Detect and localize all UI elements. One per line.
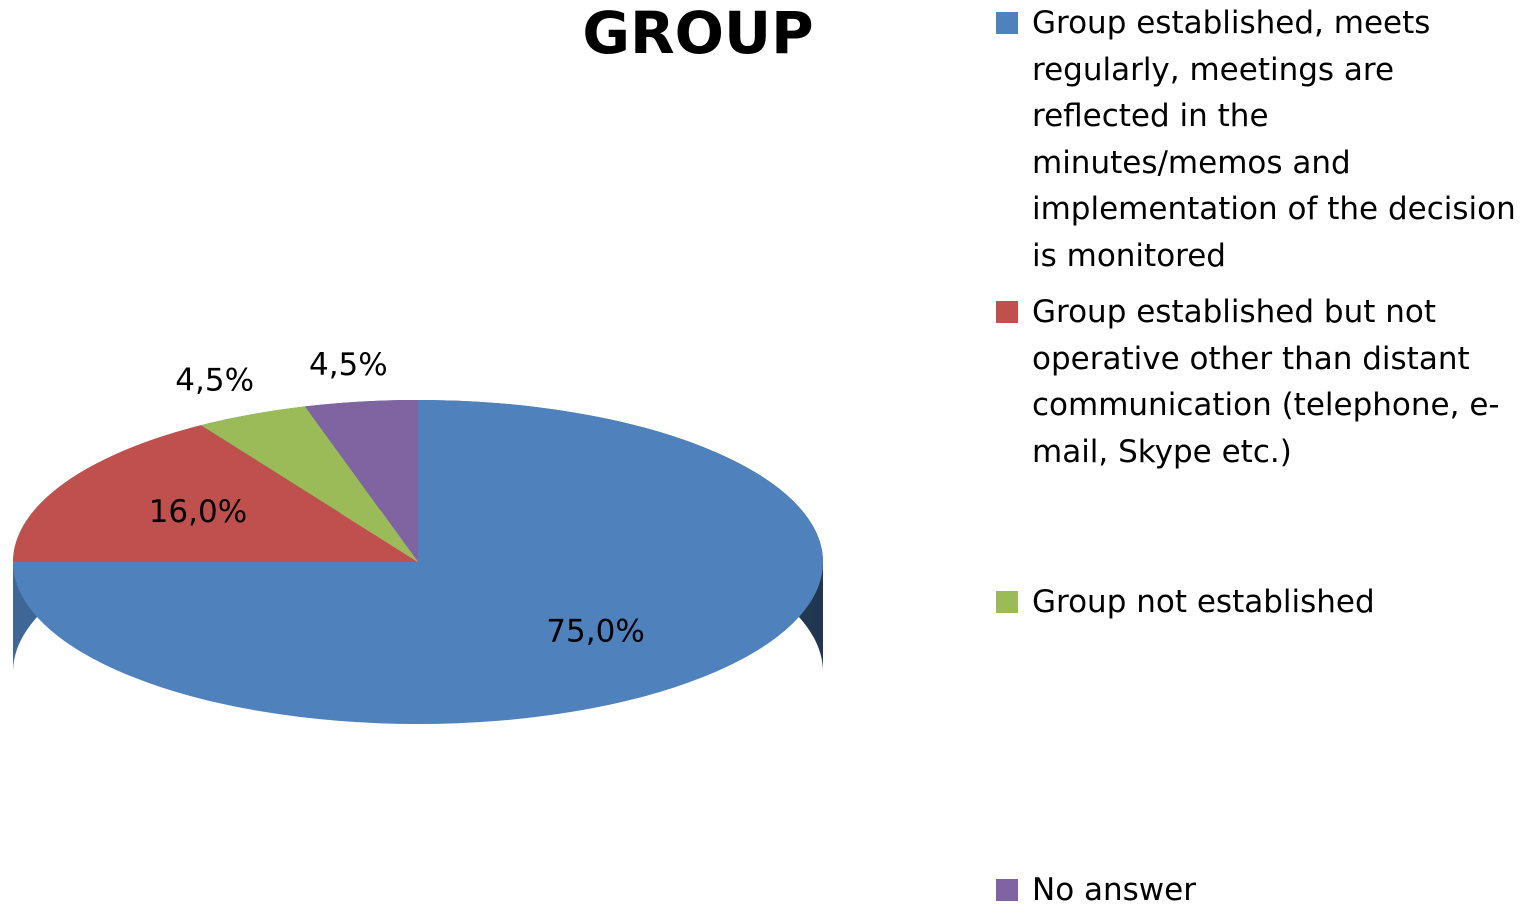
chart-title: GROUP	[582, 0, 813, 67]
legend-text: Group established, meets regularly, meet…	[1032, 5, 1516, 274]
data-label: 4,5%	[175, 362, 254, 398]
legend-swatch	[996, 12, 1018, 34]
slice	[13, 425, 418, 562]
legend-text: No answer	[1032, 872, 1196, 908]
legend-text: Group not established	[1032, 584, 1375, 620]
data-label: 16,0%	[149, 494, 247, 530]
slice	[200, 406, 418, 562]
legend-swatch	[996, 879, 1018, 901]
data-label: 75,0%	[546, 614, 644, 650]
legend-item: Group not established	[996, 579, 1516, 626]
legend-swatch	[996, 301, 1018, 323]
data-label: 4,5%	[309, 347, 388, 383]
legend-swatch	[996, 591, 1018, 613]
legend-item: No answer	[996, 867, 1516, 914]
legend-item: Group established, meets regularly, meet…	[996, 0, 1516, 279]
legend-item: Group established but not operative othe…	[996, 289, 1516, 475]
slice	[305, 400, 418, 562]
legend-text: Group established but not operative othe…	[1032, 294, 1500, 470]
